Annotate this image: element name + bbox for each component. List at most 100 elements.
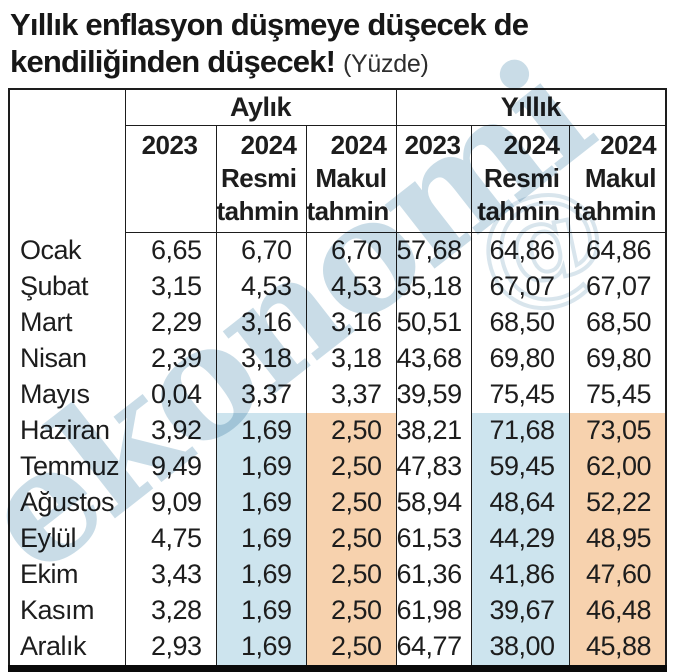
value-cell: 68,50 [568, 304, 667, 341]
value-cell: 61,36 [395, 556, 472, 593]
month-cell: Nisan [20, 343, 87, 374]
group-header-yearly: Yıllık [395, 89, 667, 127]
month-cell: Mart [20, 307, 73, 338]
month-cell: Temmuz [20, 451, 120, 482]
value-cell: 75,45 [568, 376, 667, 413]
value-cell: 1,69 [215, 592, 306, 629]
value-cell: 41,86 [470, 556, 570, 593]
value-cell: 64,77 [395, 628, 472, 669]
value-cell: 2,50 [305, 556, 397, 593]
value-cell: 48,64 [470, 484, 570, 521]
value-cell: 3,18 [215, 340, 306, 377]
month-cell: Ekim [20, 559, 79, 590]
value-cell: 1,69 [215, 520, 306, 557]
value-cell: 71,68 [470, 412, 570, 449]
value-cell: 1,69 [215, 448, 306, 485]
value-cell: 2,50 [305, 520, 397, 557]
table-row: Temmuz 9,49 1,69 2,50 47,83 59,45 62,00 [9, 448, 667, 485]
value-cell: 9,49 [124, 448, 216, 485]
value-cell: 3,18 [305, 340, 397, 377]
title-line-1: Yıllık enflasyon düşmeye düşecek de [10, 7, 529, 42]
group-header-monthly: Aylık [124, 89, 397, 127]
value-cell: 55,18 [395, 268, 472, 305]
value-cell: 2,50 [305, 592, 397, 629]
month-cell: Ocak [20, 234, 82, 265]
month-cell: Şubat [20, 271, 89, 302]
column-header-monthly-2024-official: 2024 Resmi tahmin [215, 125, 306, 233]
table-row: Aralık 2,93 1,69 2,50 64,77 38,00 45,88 [9, 628, 667, 669]
value-cell: 50,51 [395, 304, 472, 341]
table-row: Nisan 2,39 3,18 3,18 43,68 69,80 69,80 [9, 340, 667, 377]
value-cell: 73,05 [568, 412, 667, 449]
value-cell: 2,50 [305, 412, 397, 449]
column-header-monthly-2023: 2023 [124, 125, 216, 233]
month-cell: Kasım [20, 595, 95, 626]
value-cell: 47,60 [568, 556, 667, 593]
table-row: Mayıs 0,04 3,37 3,37 39,59 75,45 75,45 [9, 376, 667, 413]
group-header-row: Aylık Yıllık [9, 89, 667, 233]
value-cell: 6,70 [215, 232, 306, 269]
title-line-2: kendiliğinden düşecek! [10, 44, 336, 80]
unit-note: (Yüzde) [343, 50, 429, 79]
value-cell: 2,50 [305, 484, 397, 521]
column-header-yearly-2023: 2023 [395, 125, 472, 233]
inflation-table: Aylık Yıllık 2023 2024 Resmi tahmin 2024… [8, 88, 668, 672]
value-cell: 4,53 [215, 268, 306, 305]
value-cell: 69,80 [568, 340, 667, 377]
value-cell: 43,68 [395, 340, 472, 377]
value-cell: 1,69 [215, 556, 306, 593]
table-row: Mart 2,29 3,16 3,16 50,51 68,50 68,50 [9, 304, 667, 341]
value-cell: 67,07 [568, 268, 667, 305]
value-cell: 67,07 [470, 268, 570, 305]
column-header-yearly-2024-reasonable: 2024 Makul tahmin [568, 125, 667, 233]
table-row: Eylül 4,75 1,69 2,50 61,53 44,29 48,95 [9, 520, 667, 557]
value-cell: 4,75 [124, 520, 216, 557]
month-cell: Aralık [20, 631, 87, 662]
value-cell: 3,43 [124, 556, 216, 593]
value-cell: 6,70 [305, 232, 397, 269]
value-cell: 57,68 [395, 232, 472, 269]
value-cell: 75,45 [470, 376, 570, 413]
month-cell: Haziran [20, 415, 110, 446]
value-cell: 3,28 [124, 592, 216, 629]
value-cell: 3,16 [215, 304, 306, 341]
value-cell: 3,15 [124, 268, 216, 305]
month-cell: Ağustos [20, 487, 115, 518]
value-cell: 2,50 [305, 628, 397, 669]
page-title: Yıllık enflasyon düşmeye düşecek de kend… [10, 6, 665, 80]
table-row: Ocak 6,65 6,70 6,70 57,68 64,86 64,86 [9, 232, 667, 269]
value-cell: 1,69 [215, 628, 306, 669]
value-cell: 1,69 [215, 412, 306, 449]
value-cell: 3,16 [305, 304, 397, 341]
value-cell: 9,09 [124, 484, 216, 521]
value-cell: 39,59 [395, 376, 472, 413]
value-cell: 52,22 [568, 484, 667, 521]
value-cell: 2,50 [305, 448, 397, 485]
table-row: Kasım 3,28 1,69 2,50 61,98 39,67 46,48 [9, 592, 667, 629]
month-cell: Mayıs [20, 379, 90, 410]
value-cell: 38,21 [395, 412, 472, 449]
value-cell: 61,98 [395, 592, 472, 629]
value-cell: 58,94 [395, 484, 472, 521]
value-cell: 62,00 [568, 448, 667, 485]
value-cell: 1,69 [215, 484, 306, 521]
value-cell: 46,48 [568, 592, 667, 629]
table-row: Haziran 3,92 1,69 2,50 38,21 71,68 73,05 [9, 412, 667, 449]
corner-cell [9, 89, 126, 233]
value-cell: 6,65 [124, 232, 216, 269]
value-cell: 69,80 [470, 340, 570, 377]
value-cell: 64,86 [470, 232, 570, 269]
value-cell: 47,83 [395, 448, 472, 485]
value-cell: 3,37 [215, 376, 306, 413]
value-cell: 68,50 [470, 304, 570, 341]
value-cell: 64,86 [568, 232, 667, 269]
value-cell: 61,53 [395, 520, 472, 557]
value-cell: 2,39 [124, 340, 216, 377]
value-cell: 3,37 [305, 376, 397, 413]
value-cell: 59,45 [470, 448, 570, 485]
value-cell: 2,93 [124, 628, 216, 669]
column-header-yearly-2024-official: 2024 Resmi tahmin [470, 125, 570, 233]
value-cell: 0,04 [124, 376, 216, 413]
column-header-row: 2023 2024 Resmi tahmin 2024 Makul tahmin… [9, 125, 667, 233]
table-row: Ekim 3,43 1,69 2,50 61,36 41,86 47,60 [9, 556, 667, 593]
